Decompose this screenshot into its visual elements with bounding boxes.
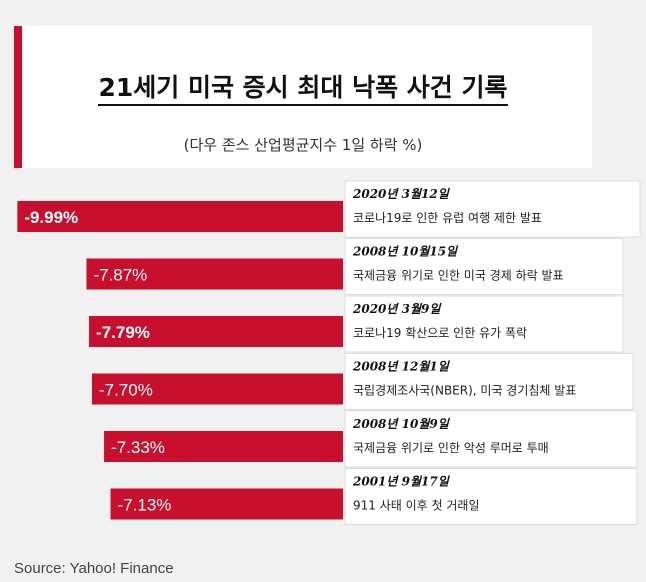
event-card: [344, 353, 634, 410]
event-date: 2008년 10월9일: [352, 417, 451, 431]
event-date: 2020년 3월9일: [352, 302, 442, 316]
event-card: [344, 410, 638, 468]
event-description: 코로나19 확산으로 인한 유가 폭락: [353, 326, 527, 340]
chart-subtitle: (다우 존스 산업평균지수 1일 하락 %): [183, 136, 423, 154]
event-card: [344, 180, 641, 238]
bar-1: [17, 201, 344, 232]
event-description: 국립경제조사국(NBER), 미국 경기침체 발표: [353, 384, 576, 398]
event-date: 2008년 12월1일: [352, 360, 451, 374]
event-date: 2001년 9월17일: [352, 475, 451, 489]
event-date: 2020년 3월12일: [352, 187, 451, 201]
chart-title-text: 21세기 미국 증시 최대 낙폭 사건 기록: [98, 73, 508, 106]
source-credit: Source: Yahoo! Finance: [14, 560, 174, 577]
bar-value-label: -7.70%: [99, 381, 153, 400]
event-description: 국제금융 위기로 인한 미국 경제 하락 발표: [353, 269, 564, 283]
bar-value-label: -7.87%: [93, 266, 147, 285]
bar-value-label: -7.13%: [118, 496, 172, 515]
title-card: 21세기 미국 증시 최대 낙폭 사건 기록 (다우 존스 산업평균지수 1일 …: [14, 26, 592, 168]
bar-3: [89, 316, 344, 347]
bar-5: [104, 431, 344, 462]
event-card: [344, 238, 624, 295]
bar-value-label: -7.79%: [96, 323, 150, 342]
event-date: 2008년 10월15일: [352, 245, 459, 259]
bar-value-label: -7.33%: [111, 438, 165, 457]
event-description: 코로나19로 인한 유럽 여행 제한 발표: [353, 210, 542, 225]
event-card: [344, 468, 638, 525]
chart-title: 21세기 미국 증시 최대 낙폭 사건 기록: [14, 68, 592, 106]
event-description: 911 사태 이후 첫 거래일: [353, 499, 479, 513]
bar-6: [110, 488, 343, 520]
bar-2: [86, 258, 344, 290]
event-card: [344, 295, 624, 353]
title-accent-bar: [14, 26, 22, 168]
bar-value-label: -9.99%: [24, 208, 78, 227]
event-description: 국제금융 위기로 인한 악성 루머로 투매: [353, 441, 549, 455]
bar-4: [91, 373, 343, 405]
